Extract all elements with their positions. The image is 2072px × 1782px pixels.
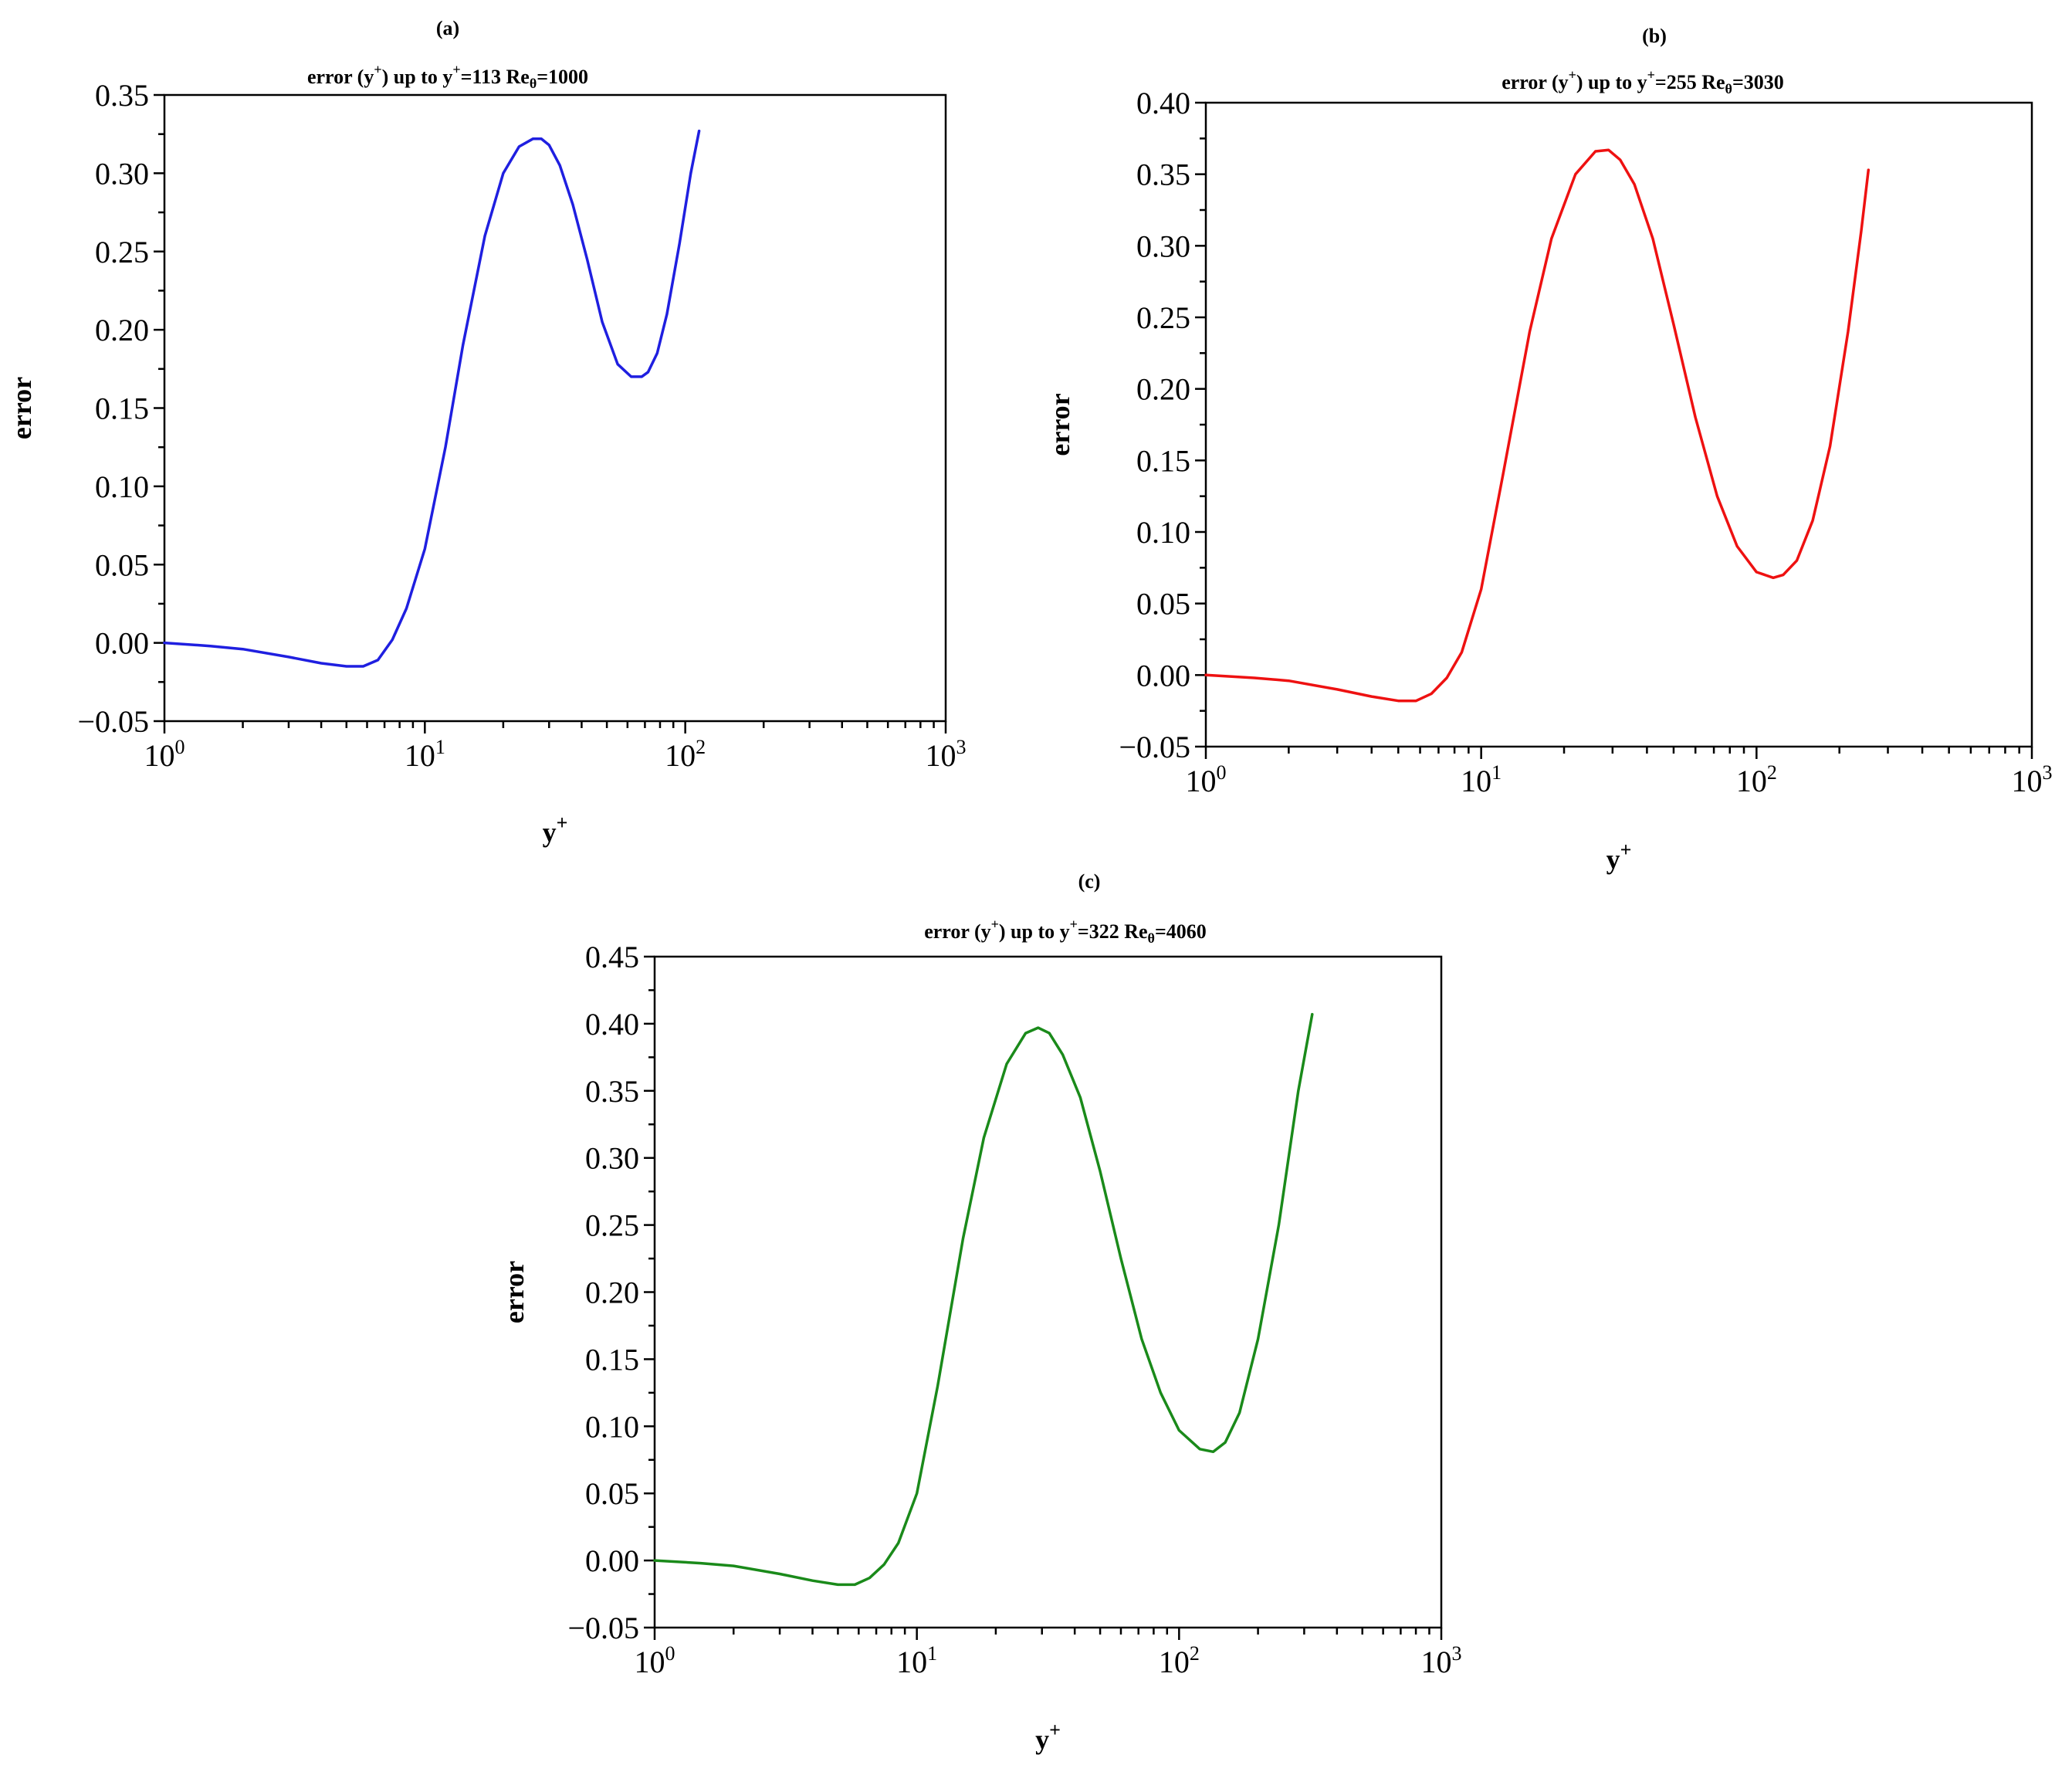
chart-a-ytick-label: 0.15 [95,391,149,426]
chart-a-ytick-label: 0.35 [95,78,149,113]
panel-a: (a) error (y+) up to y+=113 Reθ=1000 −0.… [6,17,967,848]
chart-c-ytick-label: −0.05 [567,1611,639,1645]
chart-b-ylabel: error [1044,393,1075,456]
chart-c-ytick-label: 0.25 [585,1208,639,1243]
chart-b-ytick-label: 0.40 [1136,86,1190,120]
chart-c-xtick-label: 101 [896,1642,937,1679]
panel-a-letter: (a) [436,17,459,39]
chart-c-xtick-label: 100 [635,1642,675,1679]
chart-b-xtick-label: 102 [1736,761,1777,798]
chart-a-xlabel: y+ [543,811,568,848]
chart-b-series-line [1204,148,1871,703]
chart-c-ytick-label: 0.05 [585,1476,639,1511]
chart-c-ytick-label: 0.15 [585,1342,639,1377]
chart-a-ytick-label: −0.05 [77,704,149,739]
chart-b-ytick-label: 0.15 [1136,443,1190,478]
chart-b-xtick-label: 101 [1461,761,1502,798]
chart-b-ytick-label: 0.05 [1136,587,1190,622]
chart-c-xlabel: y+ [1035,1719,1061,1755]
chart-a-ytick-label: 0.05 [95,547,149,582]
chart-b-plot: −0.05 0.00 0.05 0.10 0.15 0.20 0.25 0.30 0.35 0.4… [1044,86,2053,875]
chart-c-ytick-label: 0.30 [585,1141,639,1176]
chart-a-plot: −0.05 0.00 0.05 0.10 0.15 0.20 0.25 0.30 0.35 100… [6,78,967,848]
chart-c-frame [653,955,1443,1629]
panel-b: (b) error (y+) up to y+=255 Reθ=3030 −0.… [1044,25,2053,875]
chart-b-ytick-label: 0.20 [1136,372,1190,407]
chart-b-ytick-label: 0.35 [1136,158,1190,192]
chart-b-xtick-label: 103 [2012,761,2053,798]
chart-a-ytick-label: 0.00 [95,626,149,661]
chart-c-ytick-label: 0.10 [585,1409,639,1444]
chart-c-ytick-label: 0.00 [585,1543,639,1578]
chart-b-xtick-label: 100 [1186,761,1227,798]
chart-c-ytick-label: 0.45 [585,940,639,974]
panel-b-letter: (b) [1642,25,1667,47]
panel-c-letter: (c) [1078,870,1101,893]
chart-b-ytick-label: 0.10 [1136,515,1190,550]
chart-c-ytick-label: 0.35 [585,1074,639,1109]
chart-b-ytick-label: −0.05 [1119,730,1190,764]
chart-a-ytick-label: 0.10 [95,469,149,504]
chart-a-ytick-label: 0.25 [95,235,149,269]
chart-b-ytick-label: 0.25 [1136,300,1190,335]
chart-b-frame [1204,101,2033,748]
panel-a-title: error (y+) up to y+=113 Reθ=1000 [307,62,588,91]
chart-c-ytick-label: 0.40 [585,1007,639,1042]
chart-c-ylabel: error [499,1261,530,1323]
chart-b-ytick-label: 0.30 [1136,229,1190,263]
chart-a-series-line [163,129,701,668]
panel-c-title: error (y+) up to y+=322 Reθ=4060 [924,916,1207,946]
chart-b-ytick-label: 0.00 [1136,658,1190,693]
chart-a-xtick-label: 103 [926,736,967,773]
chart-a-xtick-label: 102 [665,736,706,773]
chart-b-xlabel: y+ [1606,838,1632,875]
chart-c-series-line [653,1012,1314,1587]
chart-a-ytick-label: 0.30 [95,156,149,191]
panel-b-title: error (y+) up to y+=255 Reθ=3030 [1502,67,1784,97]
chart-c-xtick-label: 102 [1159,1642,1200,1679]
chart-a-frame [163,93,947,723]
chart-a-ytick-label: 0.20 [95,313,149,347]
chart-c-plot: −0.05 0.00 0.05 0.10 0.15 0.20 0.25 0.30 0.35 0.4… [499,940,1462,1755]
chart-a-ylabel: error [6,377,37,439]
chart-c-xtick-label: 103 [1421,1642,1462,1679]
chart-c-ytick-label: 0.20 [585,1276,639,1310]
chart-a-xtick-label: 100 [144,736,185,773]
panel-c: (c) error (y+) up to y+=322 Reθ=4060 −0.… [499,870,1462,1755]
chart-a-xtick-label: 101 [405,736,445,773]
